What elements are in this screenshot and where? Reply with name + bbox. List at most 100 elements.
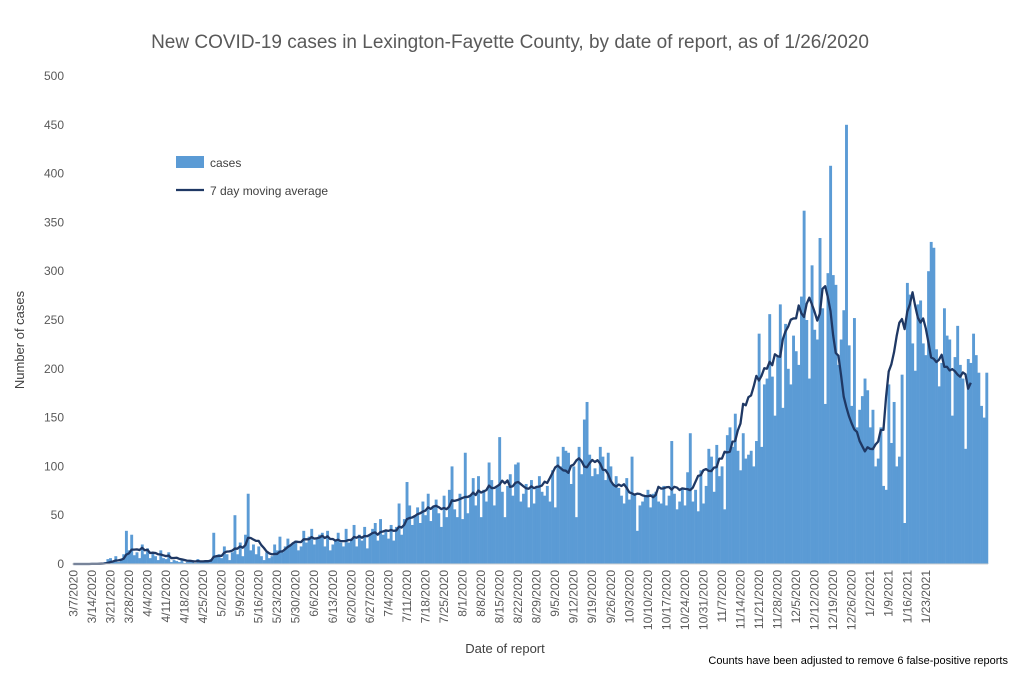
case-bar <box>503 517 507 564</box>
legend: cases 7 day moving average <box>176 156 328 198</box>
case-bar <box>355 546 359 564</box>
case-bar <box>614 476 618 564</box>
x-tick-label: 6/6/2020 <box>307 570 321 617</box>
case-bar <box>784 323 788 564</box>
case-bar <box>259 556 263 564</box>
case-bar <box>522 493 525 564</box>
case-bar <box>238 542 242 564</box>
chart-title: New COVID-19 cases in Lexington-Fayette … <box>151 32 869 53</box>
y-tick-label: 500 <box>44 69 64 83</box>
case-bar <box>267 558 271 564</box>
case-bar <box>596 474 600 564</box>
case-bar <box>932 247 936 564</box>
case-bar <box>985 372 989 564</box>
case-bar <box>958 364 962 564</box>
case-bar <box>530 480 533 564</box>
x-tick-label: 12/26/2020 <box>845 570 859 630</box>
case-bar <box>622 503 626 564</box>
case-bar <box>159 550 163 564</box>
case-bar <box>675 509 679 564</box>
case-bar <box>948 339 952 564</box>
case-bar <box>680 487 684 564</box>
x-tick-label: 7/18/2020 <box>418 570 432 624</box>
case-bar <box>169 562 173 564</box>
case-bar <box>400 534 404 564</box>
case-bar <box>442 495 446 564</box>
case-bar <box>617 487 621 564</box>
case-bar <box>214 556 218 564</box>
case-bar <box>913 370 917 564</box>
case-bar <box>845 124 848 565</box>
x-tick-label: 10/31/2020 <box>696 570 710 630</box>
case-bar <box>516 462 520 564</box>
case-bar <box>903 523 907 564</box>
case-bar <box>710 456 713 564</box>
case-bar <box>185 562 189 564</box>
case-bar <box>802 210 806 564</box>
case-bar <box>304 542 308 564</box>
x-tick-label: 11/21/2020 <box>752 570 766 629</box>
case-bar <box>397 503 401 564</box>
case-bar <box>524 483 528 564</box>
case-bar <box>860 396 864 564</box>
case-bar <box>527 507 531 564</box>
x-axis-ticks: 3/7/2020 3/14/2020 3/21/2020 3/28/2020 4/4/2… <box>66 570 932 630</box>
case-bar <box>191 561 195 564</box>
case-bar <box>318 534 322 564</box>
case-bar <box>336 532 340 564</box>
case-bar <box>498 437 502 564</box>
case-bar <box>609 466 613 564</box>
x-tick-label: 3/7/2020 <box>66 570 80 617</box>
case-bar <box>823 403 827 564</box>
case-bar <box>519 501 523 564</box>
case-bar <box>310 528 314 564</box>
case-bar <box>569 483 573 564</box>
x-tick-label: 12/19/2020 <box>826 570 840 630</box>
case-bar <box>837 364 840 564</box>
case-bar <box>297 550 300 564</box>
x-tick-label: 8/29/2020 <box>530 570 544 624</box>
case-bar <box>641 501 645 564</box>
x-tick-label: 11/28/2020 <box>771 570 785 629</box>
case-bar <box>905 282 909 564</box>
case-bar <box>471 478 475 564</box>
case-bar <box>439 526 443 564</box>
case-bar <box>252 544 255 564</box>
case-bar <box>781 407 785 564</box>
case-bar <box>839 339 843 564</box>
case-bar <box>593 468 597 564</box>
case-bar <box>246 493 250 564</box>
case-bar <box>511 495 515 564</box>
case-bar <box>347 542 351 564</box>
case-bar <box>972 333 976 564</box>
x-tick-label: 1/23/2021 <box>919 570 933 624</box>
case-bar <box>863 378 867 564</box>
case-bar <box>394 526 398 564</box>
case-bar <box>911 343 915 564</box>
case-bar <box>752 466 756 564</box>
case-bar <box>694 489 698 564</box>
case-bar <box>275 550 279 564</box>
case-bar <box>688 433 692 564</box>
case-bar <box>800 296 803 564</box>
legend-cases-label: cases <box>210 156 241 170</box>
case-bar <box>371 528 375 564</box>
case-bar <box>879 427 883 564</box>
case-bar <box>826 273 830 564</box>
y-tick-label: 0 <box>57 557 64 571</box>
case-bar <box>352 524 356 564</box>
case-bar <box>895 466 899 564</box>
x-tick-label: 1/16/2021 <box>900 570 914 624</box>
case-bar <box>876 458 880 564</box>
case-bar <box>490 480 494 564</box>
case-bar <box>156 560 160 564</box>
x-tick-label: 9/12/2020 <box>567 570 581 624</box>
case-bar <box>506 485 510 564</box>
case-bar <box>373 523 377 564</box>
case-bar <box>249 550 253 564</box>
case-bar <box>678 501 682 564</box>
case-bar <box>556 456 560 564</box>
case-bar <box>413 515 417 564</box>
case-bar <box>900 374 904 564</box>
case-bar <box>942 308 946 564</box>
